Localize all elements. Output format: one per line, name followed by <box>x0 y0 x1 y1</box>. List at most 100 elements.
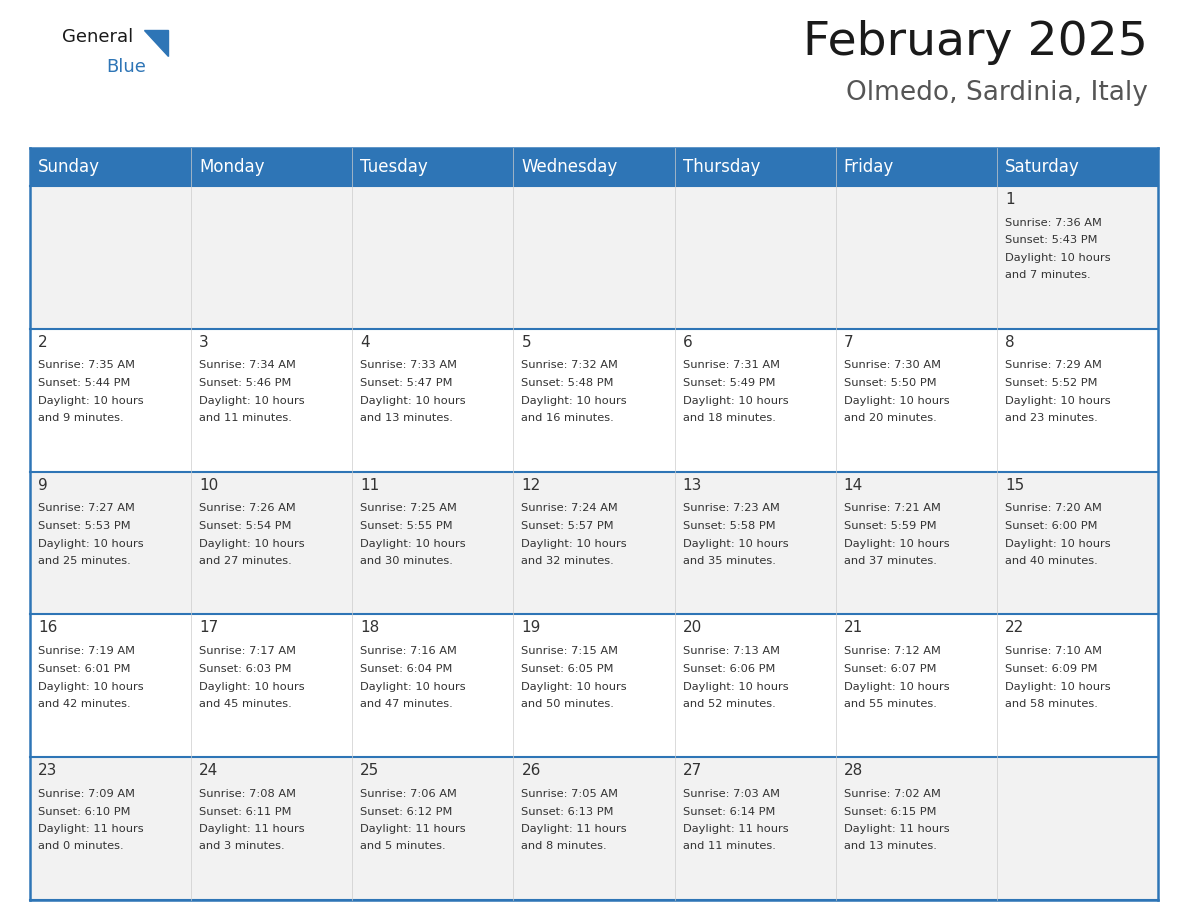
Bar <box>997 757 1158 900</box>
Text: 7: 7 <box>843 335 853 350</box>
Text: Sunset: 6:09 PM: Sunset: 6:09 PM <box>1005 664 1098 674</box>
Text: and 0 minutes.: and 0 minutes. <box>38 842 124 851</box>
Text: Sunrise: 7:15 AM: Sunrise: 7:15 AM <box>522 646 619 655</box>
Text: Sunset: 6:12 PM: Sunset: 6:12 PM <box>360 807 453 816</box>
Text: Daylight: 10 hours: Daylight: 10 hours <box>843 681 949 691</box>
Text: Daylight: 10 hours: Daylight: 10 hours <box>38 539 144 549</box>
Text: and 37 minutes.: and 37 minutes. <box>843 555 936 565</box>
Text: Sunset: 6:10 PM: Sunset: 6:10 PM <box>38 807 131 816</box>
Bar <box>353 329 513 472</box>
Text: and 11 minutes.: and 11 minutes. <box>200 413 292 423</box>
Text: Daylight: 10 hours: Daylight: 10 hours <box>1005 681 1111 691</box>
Bar <box>835 148 997 186</box>
Text: Sunset: 5:46 PM: Sunset: 5:46 PM <box>200 378 291 388</box>
Text: Blue: Blue <box>106 58 146 76</box>
Text: Sunrise: 7:16 AM: Sunrise: 7:16 AM <box>360 646 457 655</box>
Text: and 8 minutes.: and 8 minutes. <box>522 842 607 851</box>
Text: and 9 minutes.: and 9 minutes. <box>38 413 124 423</box>
Bar <box>353 148 513 186</box>
Bar <box>513 614 675 757</box>
Text: 13: 13 <box>683 477 702 493</box>
Text: Sunset: 6:07 PM: Sunset: 6:07 PM <box>843 664 936 674</box>
Text: 23: 23 <box>38 763 57 778</box>
Text: 28: 28 <box>843 763 862 778</box>
Text: Daylight: 10 hours: Daylight: 10 hours <box>200 539 305 549</box>
Text: and 50 minutes.: and 50 minutes. <box>522 699 614 709</box>
Text: Sunrise: 7:35 AM: Sunrise: 7:35 AM <box>38 360 135 370</box>
Text: Sunrise: 7:19 AM: Sunrise: 7:19 AM <box>38 646 135 655</box>
Text: Wednesday: Wednesday <box>522 158 618 176</box>
Text: Daylight: 10 hours: Daylight: 10 hours <box>683 681 788 691</box>
Text: Daylight: 11 hours: Daylight: 11 hours <box>360 824 466 834</box>
Bar <box>30 329 191 472</box>
Text: Sunrise: 7:26 AM: Sunrise: 7:26 AM <box>200 503 296 513</box>
Text: 3: 3 <box>200 335 209 350</box>
Text: Sunrise: 7:02 AM: Sunrise: 7:02 AM <box>843 789 941 799</box>
Text: Sunset: 6:14 PM: Sunset: 6:14 PM <box>683 807 775 816</box>
Bar <box>191 329 353 472</box>
Bar <box>675 148 835 186</box>
Text: Thursday: Thursday <box>683 158 760 176</box>
Text: Sunrise: 7:32 AM: Sunrise: 7:32 AM <box>522 360 618 370</box>
Text: Daylight: 10 hours: Daylight: 10 hours <box>200 681 305 691</box>
Text: Sunset: 6:15 PM: Sunset: 6:15 PM <box>843 807 936 816</box>
Bar <box>30 757 191 900</box>
Bar <box>353 472 513 614</box>
Text: 22: 22 <box>1005 621 1024 635</box>
Text: and 16 minutes.: and 16 minutes. <box>522 413 614 423</box>
Text: Daylight: 10 hours: Daylight: 10 hours <box>843 396 949 406</box>
Bar <box>191 472 353 614</box>
Text: Sunset: 5:54 PM: Sunset: 5:54 PM <box>200 521 291 531</box>
Text: Sunset: 5:47 PM: Sunset: 5:47 PM <box>360 378 453 388</box>
Text: and 58 minutes.: and 58 minutes. <box>1005 699 1098 709</box>
Text: 8: 8 <box>1005 335 1015 350</box>
Text: Sunset: 5:50 PM: Sunset: 5:50 PM <box>843 378 936 388</box>
Text: 14: 14 <box>843 477 862 493</box>
Text: Sunset: 6:01 PM: Sunset: 6:01 PM <box>38 664 131 674</box>
Text: Daylight: 11 hours: Daylight: 11 hours <box>843 824 949 834</box>
Bar <box>513 472 675 614</box>
Bar <box>997 329 1158 472</box>
Text: and 20 minutes.: and 20 minutes. <box>843 413 936 423</box>
Bar <box>997 186 1158 329</box>
Text: Daylight: 11 hours: Daylight: 11 hours <box>522 824 627 834</box>
Text: Daylight: 10 hours: Daylight: 10 hours <box>360 681 466 691</box>
Text: Daylight: 11 hours: Daylight: 11 hours <box>683 824 788 834</box>
Bar <box>997 614 1158 757</box>
Text: Sunrise: 7:23 AM: Sunrise: 7:23 AM <box>683 503 779 513</box>
Polygon shape <box>144 30 168 56</box>
Bar <box>835 186 997 329</box>
Text: Sunday: Sunday <box>38 158 100 176</box>
Text: and 45 minutes.: and 45 minutes. <box>200 699 292 709</box>
Text: Daylight: 11 hours: Daylight: 11 hours <box>200 824 305 834</box>
Text: Sunrise: 7:34 AM: Sunrise: 7:34 AM <box>200 360 296 370</box>
Bar <box>835 329 997 472</box>
Bar <box>835 757 997 900</box>
Text: 9: 9 <box>38 477 48 493</box>
Text: Sunset: 6:06 PM: Sunset: 6:06 PM <box>683 664 775 674</box>
Bar <box>513 148 675 186</box>
Bar <box>30 148 191 186</box>
Text: 4: 4 <box>360 335 369 350</box>
Text: and 23 minutes.: and 23 minutes. <box>1005 413 1098 423</box>
Text: 11: 11 <box>360 477 379 493</box>
Text: Sunset: 5:48 PM: Sunset: 5:48 PM <box>522 378 614 388</box>
Text: Sunrise: 7:29 AM: Sunrise: 7:29 AM <box>1005 360 1101 370</box>
Text: Sunset: 5:55 PM: Sunset: 5:55 PM <box>360 521 453 531</box>
Text: and 47 minutes.: and 47 minutes. <box>360 699 453 709</box>
Text: Sunrise: 7:36 AM: Sunrise: 7:36 AM <box>1005 218 1101 228</box>
Text: and 55 minutes.: and 55 minutes. <box>843 699 936 709</box>
Text: 24: 24 <box>200 763 219 778</box>
Text: Daylight: 10 hours: Daylight: 10 hours <box>522 681 627 691</box>
Text: Daylight: 10 hours: Daylight: 10 hours <box>683 539 788 549</box>
Text: Sunrise: 7:25 AM: Sunrise: 7:25 AM <box>360 503 457 513</box>
Bar <box>835 614 997 757</box>
Text: Sunrise: 7:13 AM: Sunrise: 7:13 AM <box>683 646 779 655</box>
Text: Sunset: 5:44 PM: Sunset: 5:44 PM <box>38 378 131 388</box>
Text: 17: 17 <box>200 621 219 635</box>
Text: Sunrise: 7:10 AM: Sunrise: 7:10 AM <box>1005 646 1101 655</box>
Bar <box>675 472 835 614</box>
Text: and 30 minutes.: and 30 minutes. <box>360 555 453 565</box>
Text: and 7 minutes.: and 7 minutes. <box>1005 270 1091 280</box>
Text: 21: 21 <box>843 621 862 635</box>
